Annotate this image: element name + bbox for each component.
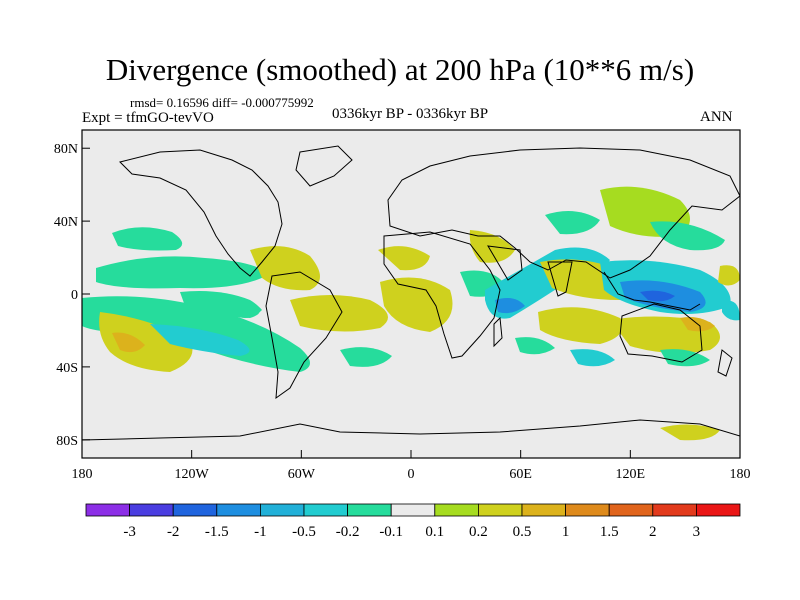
lon-tick-label: 120E <box>616 467 646 482</box>
divergence-blob <box>112 227 183 251</box>
lon-tick-label: 60W <box>288 467 316 482</box>
colorbar-swatch <box>652 503 697 517</box>
divergence-blob <box>650 221 725 251</box>
colorbar-swatch <box>85 503 130 517</box>
divergence-blob <box>495 298 525 314</box>
lon-tick-label: 120W <box>175 467 210 482</box>
divergence-blob <box>722 300 740 321</box>
colorbar-swatch <box>347 503 392 517</box>
coastline-maritime-continent <box>603 271 701 311</box>
divergence-blob <box>515 337 555 355</box>
colorbar-label: -2 <box>167 524 180 540</box>
lon-tick-label: 180 <box>730 467 751 482</box>
divergence-blob <box>538 307 623 344</box>
divergence-blob <box>290 295 388 332</box>
lat-tick-label: 0 <box>71 288 78 303</box>
colorbar-swatch <box>521 503 566 517</box>
coastline-eurasia <box>387 147 740 279</box>
divergence-blob <box>340 347 392 367</box>
lon-tick-label: 0 <box>408 467 415 482</box>
latitude-axis: 80N 40N 0 40S 80S <box>54 142 90 449</box>
colorbar-label: -0.2 <box>336 524 360 540</box>
divergence-blob <box>99 312 193 372</box>
coastline-india <box>547 261 573 297</box>
colorbar-label: -1 <box>254 524 267 540</box>
colorbar-swatch <box>696 503 741 517</box>
colorbar-label: 0.2 <box>469 524 488 540</box>
divergence-blob <box>112 332 145 353</box>
divergence-blob <box>660 424 720 441</box>
coastline-arabia <box>487 245 523 281</box>
continent-outlines <box>82 145 740 441</box>
coastline-australia <box>619 303 703 363</box>
colorbar-label: -0.5 <box>292 524 316 540</box>
divergence-blob <box>150 324 250 356</box>
chart-title: Divergence (smoothed) at 200 hPa (10**6 … <box>105 52 695 87</box>
rmsd-diff-stats: rmsd= 0.16596 diff= -0.000775992 <box>130 95 314 110</box>
lat-tick-label: 80S <box>56 434 78 449</box>
colorbar-swatch <box>390 503 436 517</box>
experiment-label: Expt = tfmGO-tevVO <box>82 110 214 126</box>
coastline-madagascar <box>493 316 503 348</box>
colorbar-swatch <box>477 503 523 517</box>
colorbar-label: -3 <box>123 524 136 540</box>
colorbar-label: 3 <box>693 524 701 540</box>
colorbar-swatch <box>259 503 305 517</box>
divergence-blob <box>250 246 320 291</box>
lon-tick-label: 60E <box>509 467 532 482</box>
divergence-blob <box>230 299 262 318</box>
divergence-blob <box>380 277 453 332</box>
lat-tick-label: 80N <box>54 142 78 157</box>
colorbar: -3 -2 -1.5 -1 -0.5 -0.2 -0.1 0.1 0.2 0.5 1 1.5 2 3 <box>85 503 741 540</box>
divergence-blob <box>570 349 615 367</box>
divergence-blob <box>96 256 268 289</box>
lon-tick-label: 180 <box>72 467 93 482</box>
coastline-africa <box>383 231 501 359</box>
divergence-field <box>82 186 740 441</box>
coastline-north-america <box>119 149 283 277</box>
colorbar-swatch <box>608 503 654 517</box>
colorbar-swatch <box>565 503 610 517</box>
period-label: 0336kyr BP - 0336kyr BP <box>331 106 489 122</box>
colorbar-label: -0.1 <box>379 524 403 540</box>
colorbar-swatch <box>303 503 348 517</box>
divergence-blob <box>718 265 740 286</box>
colorbar-label: -1.5 <box>205 524 229 540</box>
colorbar-swatch <box>434 503 479 517</box>
colorbar-label: 2 <box>649 524 657 540</box>
colorbar-label: 0.1 <box>425 524 444 540</box>
colorbar-label: 1.5 <box>600 524 619 540</box>
colorbar-label: 0.5 <box>513 524 532 540</box>
lat-tick-label: 40N <box>54 215 78 230</box>
divergence-blob <box>660 349 710 367</box>
colorbar-swatch <box>216 503 261 517</box>
divergence-blob <box>640 290 675 302</box>
coastline-greenland <box>295 145 353 187</box>
colorbar-label: 1 <box>562 524 570 540</box>
coastline-south-america <box>265 271 343 400</box>
colorbar-swatch <box>129 503 174 517</box>
coastline-new-zealand <box>717 349 733 377</box>
coastline-antarctica <box>82 419 740 441</box>
season-label: ANN <box>700 109 733 125</box>
longitude-axis: 180 120W 60W 0 60E 120E 180 <box>72 450 751 482</box>
colorbar-swatch <box>172 503 218 517</box>
divergence-blob <box>378 246 430 271</box>
divergence-blob <box>545 211 600 235</box>
lat-tick-label: 40S <box>56 361 78 376</box>
